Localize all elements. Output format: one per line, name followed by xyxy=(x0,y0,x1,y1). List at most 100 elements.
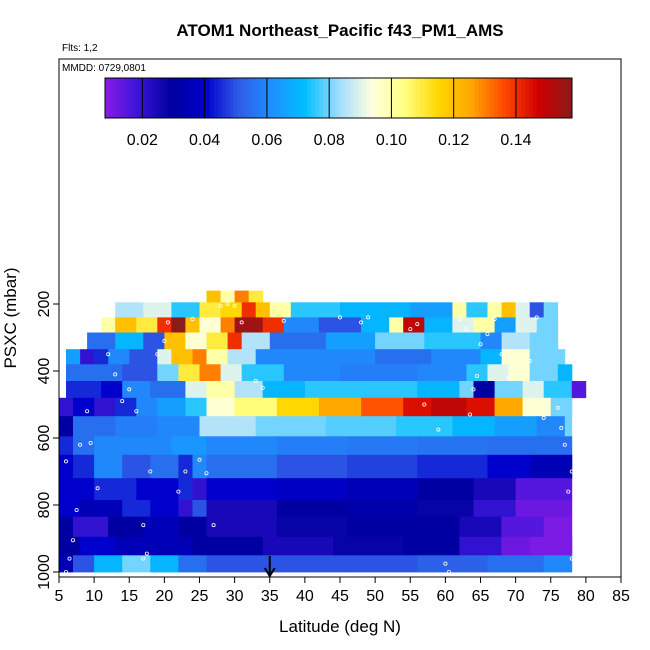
heatmap-cell xyxy=(94,555,123,573)
heatmap-cell xyxy=(206,397,235,417)
colorbar-swatch xyxy=(556,78,561,118)
colorbar-swatch xyxy=(533,78,538,118)
observation-point xyxy=(88,440,93,445)
heatmap-cell xyxy=(347,555,418,573)
heatmap-cell xyxy=(501,302,517,318)
heatmap-cell xyxy=(564,416,573,437)
observation-point xyxy=(506,375,511,380)
observation-point xyxy=(165,320,170,325)
heatmap-cell xyxy=(325,416,397,437)
heatmap-cell xyxy=(529,536,573,556)
colorbar-swatch xyxy=(482,78,487,118)
observation-point xyxy=(573,536,578,541)
colorbar-swatch xyxy=(217,78,223,118)
x-tick-label: 80 xyxy=(577,588,595,605)
heatmap-cell xyxy=(494,381,524,399)
heatmap-cell xyxy=(487,555,545,573)
colorbar-swatch xyxy=(132,78,137,118)
heatmap-cell xyxy=(557,364,573,382)
x-tick-label: 20 xyxy=(155,588,173,605)
x-tick-label: 15 xyxy=(120,588,138,605)
observation-point xyxy=(218,303,223,308)
heatmap-cell xyxy=(192,536,264,556)
x-tick-label: 30 xyxy=(226,588,244,605)
colorbar-tick-label: 0.02 xyxy=(127,132,158,149)
heatmap-cell xyxy=(206,349,228,365)
heatmap-cell xyxy=(206,516,278,538)
heatmap-cell xyxy=(262,317,285,333)
observation-point xyxy=(260,385,265,390)
heatmap-cell xyxy=(122,555,151,573)
colorbar-swatch xyxy=(311,78,316,118)
heatmap-cell xyxy=(150,381,186,399)
heatmap-cell xyxy=(269,302,292,318)
colorbar-swatch xyxy=(428,78,433,118)
colorbar-swatch xyxy=(210,78,215,118)
x-tick-label: 60 xyxy=(436,588,454,605)
colorbar-swatch xyxy=(365,78,371,118)
heatmap-cell xyxy=(136,436,172,456)
heatmap-cell xyxy=(473,478,516,501)
heatmap-cell xyxy=(115,536,151,556)
heatmap-cell xyxy=(241,302,257,318)
colorbar-swatch xyxy=(361,78,367,118)
heatmap-cell xyxy=(424,332,481,350)
heatmap-cell xyxy=(94,397,116,417)
colorbar-swatch xyxy=(466,78,472,118)
heatmap-cell xyxy=(192,454,207,479)
colorbar-swatch xyxy=(463,78,468,118)
colorbar-swatch xyxy=(529,78,534,118)
heatmap-cell xyxy=(347,500,418,518)
x-tick-label: 45 xyxy=(331,588,349,605)
heatmap-cell xyxy=(101,381,123,399)
colorbar-swatch xyxy=(455,78,460,118)
heatmap-cell xyxy=(94,349,109,365)
colorbar-swatch xyxy=(167,78,172,118)
colorbar-swatch xyxy=(373,78,378,118)
heatmap-cell xyxy=(417,555,488,573)
heatmap-cell xyxy=(80,536,116,556)
colorbar-swatch xyxy=(248,78,254,118)
heatmap-cell xyxy=(276,397,320,417)
observation-point xyxy=(485,332,490,337)
observation-point xyxy=(197,457,202,462)
observation-point xyxy=(415,322,420,327)
heatmap-cell xyxy=(417,436,488,456)
heatmap-cell xyxy=(80,349,95,365)
heatmap-cell xyxy=(108,516,144,538)
colorbar-swatch xyxy=(303,78,308,118)
colorbar-swatch xyxy=(291,78,297,118)
heatmap-cell xyxy=(262,536,334,556)
colorbar-swatch xyxy=(272,78,277,118)
heatmap-cell xyxy=(143,332,165,350)
heatmap-cell xyxy=(234,397,278,417)
heatmap-cell xyxy=(276,516,348,538)
heatmap-cell xyxy=(417,381,460,399)
heatmap-cell xyxy=(494,397,524,417)
colorbar-swatch xyxy=(163,78,168,118)
heatmap-cell xyxy=(220,364,243,382)
colorbar-swatch xyxy=(443,78,448,118)
heatmap-cell xyxy=(150,555,179,573)
heatmap-cell xyxy=(347,478,418,501)
heatmap-cell xyxy=(178,478,193,501)
observation-point xyxy=(534,315,539,320)
colorbar-swatch xyxy=(369,78,375,118)
observation-point xyxy=(499,352,504,357)
heatmap-cell xyxy=(480,332,502,350)
heatmap-cell xyxy=(206,381,235,399)
heatmap-cell xyxy=(283,317,320,333)
observation-point xyxy=(239,320,244,325)
colorbar-swatch xyxy=(136,78,141,118)
observation-point xyxy=(141,523,146,528)
colorbar-swatch xyxy=(190,78,196,118)
heatmap-cell xyxy=(227,332,243,350)
observation-point xyxy=(446,570,451,575)
heatmap-cell xyxy=(220,302,243,318)
heatmap-cell xyxy=(459,381,474,399)
heatmap-cell xyxy=(59,436,74,456)
heatmap-cell xyxy=(185,397,207,417)
colorbar-swatch xyxy=(233,78,238,118)
heatmap-cell xyxy=(164,332,186,350)
observation-point xyxy=(148,469,153,474)
